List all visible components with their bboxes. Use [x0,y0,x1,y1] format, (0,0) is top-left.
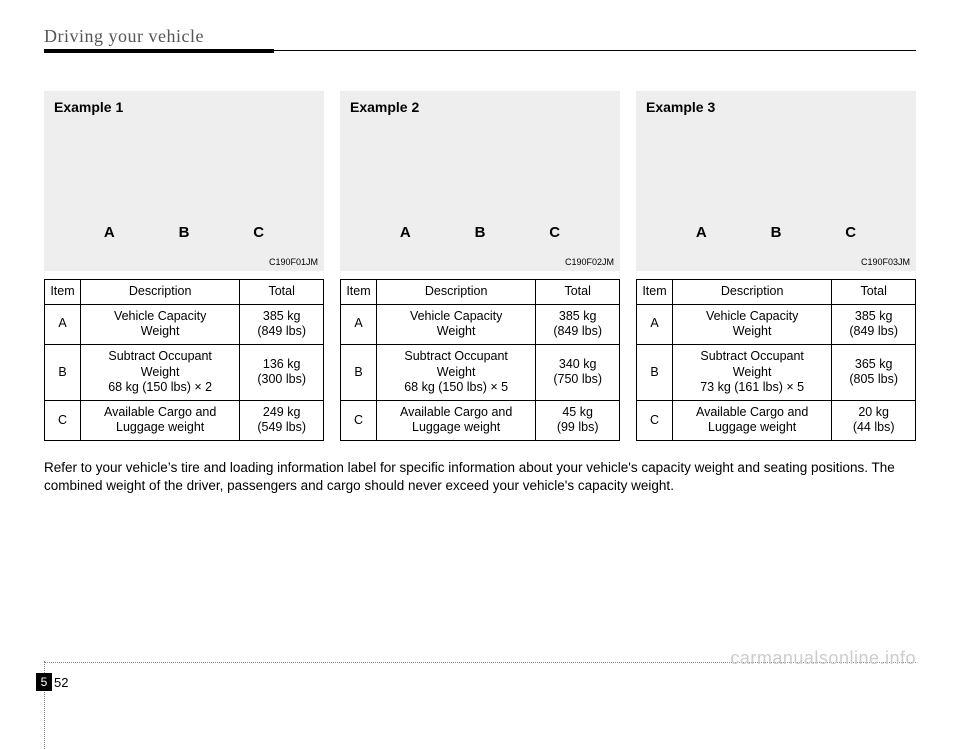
cell-desc: Available Cargo andLuggage weight [672,400,831,440]
note-paragraph: Refer to your vehicle’s tire and loading… [44,459,916,495]
cell-item: B [637,344,673,400]
cell-total: 385 kg(849 lbs) [240,304,324,344]
cell-item: B [341,344,377,400]
cell-desc: Subtract OccupantWeight68 kg (150 lbs) ×… [376,344,535,400]
cell-item: C [45,400,81,440]
cell-total: 136 kg(300 lbs) [240,344,324,400]
table-1: Item Description Total A Vehicle Capacit… [44,279,324,441]
table-3-h-desc: Description [672,280,831,305]
table-3-h-item: Item [637,280,673,305]
header-underline [44,49,274,53]
cell-desc: Vehicle CapacityWeight [80,304,239,344]
table-row: A Vehicle CapacityWeight 385 kg(849 lbs) [637,304,916,344]
figure-2-label-a: A [400,224,411,241]
figure-3-code: C190F03JM [861,257,910,267]
cell-total: 365 kg(805 lbs) [832,344,916,400]
cell-total: 45 kg(99 lbs) [536,400,620,440]
figure-3-label-b: B [771,224,782,241]
figure-1-label-b: B [179,224,190,241]
cell-desc: Available Cargo andLuggage weight [376,400,535,440]
section-title: Driving your vehicle [44,26,916,47]
table-row: B Subtract OccupantWeight73 kg (161 lbs)… [637,344,916,400]
table-2-h-desc: Description [376,280,535,305]
figure-2-code: C190F02JM [565,257,614,267]
table-row: B Subtract OccupantWeight68 kg (150 lbs)… [341,344,620,400]
table-3: Item Description Total A Vehicle Capacit… [636,279,916,441]
table-1-h-total: Total [240,280,324,305]
figure-3: Example 3 A B C C190F03JM [636,91,916,271]
table-2-h-item: Item [341,280,377,305]
table-row: C Available Cargo andLuggage weight 45 k… [341,400,620,440]
table-1-h-desc: Description [80,280,239,305]
cell-item: B [45,344,81,400]
cell-desc: Subtract OccupantWeight73 kg (161 lbs) ×… [672,344,831,400]
cell-desc: Available Cargo andLuggage weight [80,400,239,440]
watermark: carmanualsonline.info [730,648,916,669]
table-2: Item Description Total A Vehicle Capacit… [340,279,620,441]
cell-total: 385 kg(849 lbs) [832,304,916,344]
figure-1-code: C190F01JM [269,257,318,267]
figure-3-label-a: A [696,224,707,241]
table-row: C Available Cargo andLuggage weight 20 k… [637,400,916,440]
page-number: 5 52 [36,673,68,691]
table-row: Item Description Total [341,280,620,305]
table-2-h-total: Total [536,280,620,305]
cell-desc: Vehicle CapacityWeight [376,304,535,344]
cell-item: A [637,304,673,344]
figure-2-labels: A B C [340,224,620,241]
table-row: Item Description Total [637,280,916,305]
chapter-number: 5 [36,673,52,691]
example-3: Example 3 A B C C190F03JM Item Descripti… [636,91,916,441]
figure-3-labels: A B C [636,224,916,241]
figure-2-title: Example 2 [340,91,620,123]
figure-1: Example 1 A B C C190F01JM [44,91,324,271]
figure-1-title: Example 1 [44,91,324,123]
cell-desc: Vehicle CapacityWeight [672,304,831,344]
cell-total: 340 kg(750 lbs) [536,344,620,400]
examples-row: Example 1 A B C C190F01JM Item Descripti… [44,91,916,441]
cell-item: C [341,400,377,440]
table-row: A Vehicle CapacityWeight 385 kg(849 lbs) [45,304,324,344]
page-header: Driving your vehicle [44,26,916,51]
manual-page: Driving your vehicle Example 1 A B C C19… [0,0,960,689]
table-3-h-total: Total [832,280,916,305]
figure-3-label-c: C [845,224,856,241]
example-2: Example 2 A B C C190F02JM Item Descripti… [340,91,620,441]
table-1-h-item: Item [45,280,81,305]
table-row: B Subtract OccupantWeight68 kg (150 lbs)… [45,344,324,400]
cell-total: 20 kg(44 lbs) [832,400,916,440]
cell-item: C [637,400,673,440]
cell-total: 385 kg(849 lbs) [536,304,620,344]
example-1: Example 1 A B C C190F01JM Item Descripti… [44,91,324,441]
table-row: Item Description Total [45,280,324,305]
cell-item: A [341,304,377,344]
figure-2-label-b: B [475,224,486,241]
figure-1-label-c: C [253,224,264,241]
figure-2-label-c: C [549,224,560,241]
figure-1-labels: A B C [44,224,324,241]
table-row: A Vehicle CapacityWeight 385 kg(849 lbs) [341,304,620,344]
page-number-value: 52 [54,675,68,690]
cell-desc: Subtract OccupantWeight68 kg (150 lbs) ×… [80,344,239,400]
figure-2: Example 2 A B C C190F02JM [340,91,620,271]
cell-total: 249 kg(549 lbs) [240,400,324,440]
figure-3-title: Example 3 [636,91,916,123]
table-row: C Available Cargo andLuggage weight 249 … [45,400,324,440]
cell-item: A [45,304,81,344]
figure-1-label-a: A [104,224,115,241]
